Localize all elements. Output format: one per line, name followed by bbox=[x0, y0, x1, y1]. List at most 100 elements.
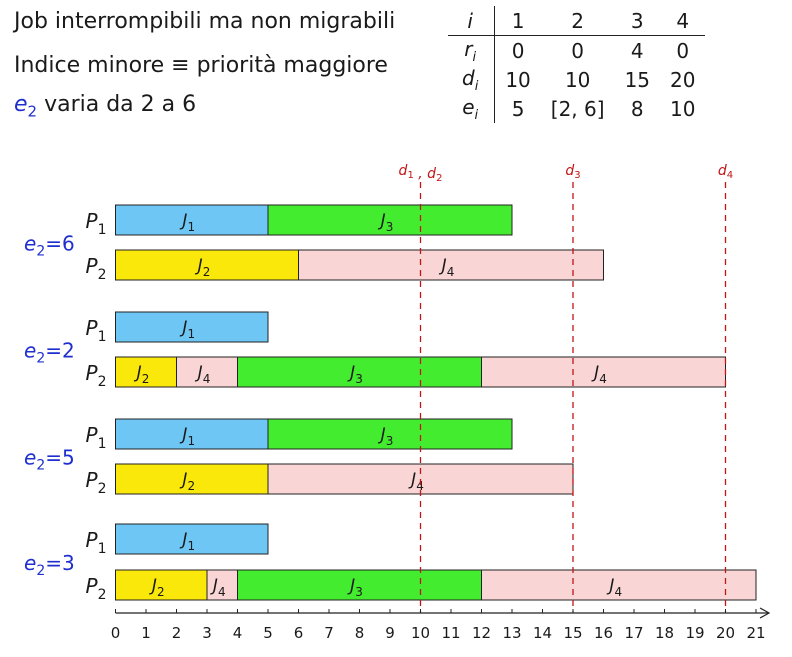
x-tick-label: 15 bbox=[563, 624, 582, 642]
table-row-e: ei 5 [2, 6] 8 10 bbox=[448, 94, 705, 123]
scenario-label: e2=6 bbox=[24, 232, 75, 260]
row-label-e: ei bbox=[448, 94, 496, 123]
table-cell: 0 bbox=[511, 38, 525, 63]
deadline-label: d4 bbox=[718, 163, 733, 181]
job-segment bbox=[481, 569, 757, 601]
job-segment bbox=[298, 249, 604, 281]
job-segment bbox=[237, 569, 482, 601]
x-tick-label: 12 bbox=[472, 624, 491, 642]
job-label: J3 bbox=[378, 211, 394, 234]
job-label: J1 bbox=[179, 211, 195, 234]
row-label-r: ri bbox=[448, 35, 496, 65]
table-cell: 10 bbox=[670, 96, 696, 121]
table-header-cell: 4 bbox=[660, 6, 706, 36]
job-label: J1 bbox=[179, 318, 195, 341]
table-cell: 10 bbox=[505, 67, 531, 92]
job-segment bbox=[267, 418, 513, 450]
table-header-i: i bbox=[448, 6, 496, 36]
x-tick-label: 20 bbox=[716, 624, 735, 642]
job-label: J2 bbox=[179, 470, 195, 493]
x-tick-label: 13 bbox=[502, 624, 521, 642]
x-tick-label: 5 bbox=[263, 624, 273, 642]
x-tick-label: 14 bbox=[533, 624, 552, 642]
x-axis-arrow bbox=[759, 607, 771, 619]
x-tick-label: 4 bbox=[233, 624, 243, 642]
deadline-label: d1 , d2 bbox=[399, 163, 443, 184]
processor-label: P1 bbox=[86, 423, 107, 452]
job-segment bbox=[176, 356, 238, 388]
x-tick-label: 7 bbox=[324, 624, 334, 642]
job-segment bbox=[481, 356, 726, 388]
table-row-d: di 10 10 15 20 bbox=[448, 65, 705, 94]
job-segment bbox=[115, 523, 269, 555]
x-tick-label: 11 bbox=[441, 624, 460, 642]
job-segment bbox=[115, 311, 269, 343]
job-segment bbox=[206, 569, 238, 601]
job-segment bbox=[115, 418, 269, 450]
job-label: J3 bbox=[378, 425, 394, 448]
x-tick-label: 16 bbox=[594, 624, 613, 642]
table-cell: 8 bbox=[630, 96, 644, 121]
job-segment bbox=[115, 463, 269, 495]
intro-line-3: e2 varia da 2 a 6 bbox=[14, 94, 196, 119]
processor-label: P2 bbox=[86, 468, 107, 497]
processor-label: P2 bbox=[86, 361, 107, 390]
x-tick-label: 10 bbox=[411, 624, 430, 642]
job-segment bbox=[115, 356, 177, 388]
table-header-row: i 1 2 3 4 bbox=[448, 6, 706, 36]
x-tick-label: 2 bbox=[172, 624, 182, 642]
job-label: J1 bbox=[179, 530, 195, 553]
table-cell: 0 bbox=[571, 38, 585, 63]
table-cell: 15 bbox=[624, 67, 651, 92]
intro-line-1: Job interrompibili ma non migrabili bbox=[14, 9, 396, 34]
processor-label: P2 bbox=[86, 574, 107, 603]
job-label: J2 bbox=[134, 363, 150, 386]
x-tick-label: 19 bbox=[685, 624, 704, 642]
x-tick-label: 1 bbox=[141, 624, 151, 642]
x-tick-label: 3 bbox=[202, 624, 212, 642]
job-segment bbox=[115, 249, 299, 281]
x-tick-label: 6 bbox=[294, 624, 304, 642]
job-label: J3 bbox=[347, 576, 363, 599]
table-cell: 10 bbox=[564, 67, 591, 92]
job-segment bbox=[237, 356, 482, 388]
job-label: J2 bbox=[195, 256, 211, 279]
table-cell: 20 bbox=[670, 67, 696, 92]
table-row-r: ri 0 0 4 0 bbox=[448, 35, 705, 65]
x-tick-label: 9 bbox=[385, 624, 395, 642]
table-cell: 4 bbox=[630, 38, 644, 63]
job-segment bbox=[115, 204, 269, 236]
job-label: J4 bbox=[591, 363, 607, 386]
scenario-label: e2=5 bbox=[24, 446, 75, 474]
table-cell: 0 bbox=[676, 38, 690, 63]
job-label: J2 bbox=[149, 576, 165, 599]
job-label: J1 bbox=[179, 425, 195, 448]
table-cell: 5 bbox=[511, 96, 525, 121]
job-label: J4 bbox=[195, 363, 211, 386]
job-label: J4 bbox=[606, 576, 622, 599]
processor-label: P1 bbox=[86, 316, 107, 345]
x-tick-label: 0 bbox=[111, 624, 121, 642]
table-header-cell: 1 bbox=[494, 6, 541, 36]
job-label: J4 bbox=[210, 576, 226, 599]
processor-label: P2 bbox=[86, 254, 107, 283]
x-tick-label: 8 bbox=[355, 624, 365, 642]
x-tick-label: 21 bbox=[746, 624, 765, 642]
x-tick-label: 17 bbox=[624, 624, 643, 642]
intro-line-2: Indice minore ≡ priorità maggiore bbox=[14, 53, 388, 78]
table-cell: [2, 6] bbox=[550, 96, 605, 121]
job-label: J3 bbox=[347, 363, 363, 386]
job-segment bbox=[267, 204, 513, 236]
scenario-label: e2=3 bbox=[24, 551, 75, 579]
processor-label: P1 bbox=[86, 528, 107, 557]
table-header-cell: 2 bbox=[540, 6, 615, 36]
row-label-d: di bbox=[448, 65, 496, 94]
job-label: J4 bbox=[439, 256, 455, 279]
x-tick-label: 18 bbox=[655, 624, 674, 642]
processor-label: P1 bbox=[86, 209, 107, 238]
scenario-label: e2=2 bbox=[24, 339, 75, 367]
table-header-cell: 3 bbox=[614, 6, 661, 36]
job-label: J4 bbox=[408, 470, 424, 493]
e2-variable: e2 bbox=[14, 92, 38, 121]
